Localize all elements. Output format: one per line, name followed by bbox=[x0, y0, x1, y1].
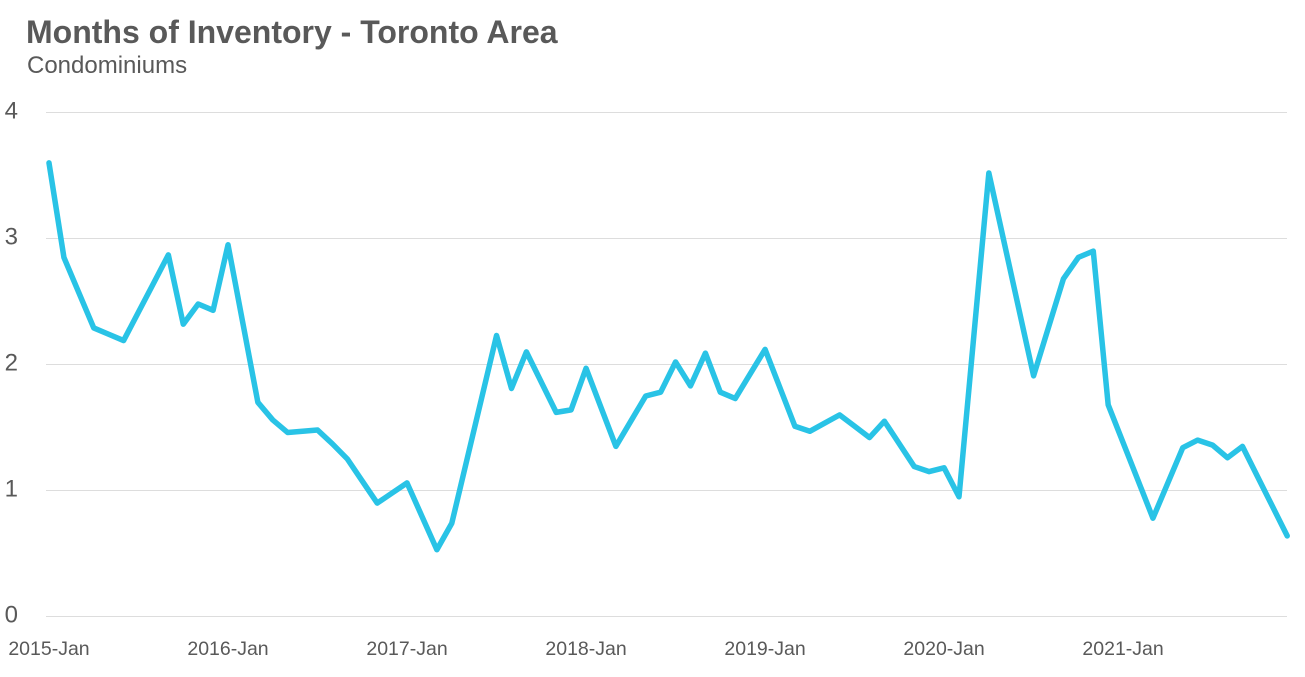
svg-text:2020-Jan: 2020-Jan bbox=[903, 638, 984, 660]
svg-text:2015-Jan: 2015-Jan bbox=[8, 638, 89, 660]
svg-text:2021-Jan: 2021-Jan bbox=[1082, 638, 1163, 660]
svg-text:2019-Jan: 2019-Jan bbox=[724, 638, 805, 660]
svg-text:4: 4 bbox=[5, 98, 18, 125]
svg-text:2017-Jan: 2017-Jan bbox=[366, 638, 447, 660]
svg-text:3: 3 bbox=[5, 224, 18, 251]
svg-text:1: 1 bbox=[5, 476, 18, 503]
svg-text:2: 2 bbox=[5, 350, 18, 377]
svg-text:2018-Jan: 2018-Jan bbox=[545, 638, 626, 660]
svg-text:2016-Jan: 2016-Jan bbox=[187, 638, 268, 660]
svg-text:0: 0 bbox=[5, 602, 18, 629]
